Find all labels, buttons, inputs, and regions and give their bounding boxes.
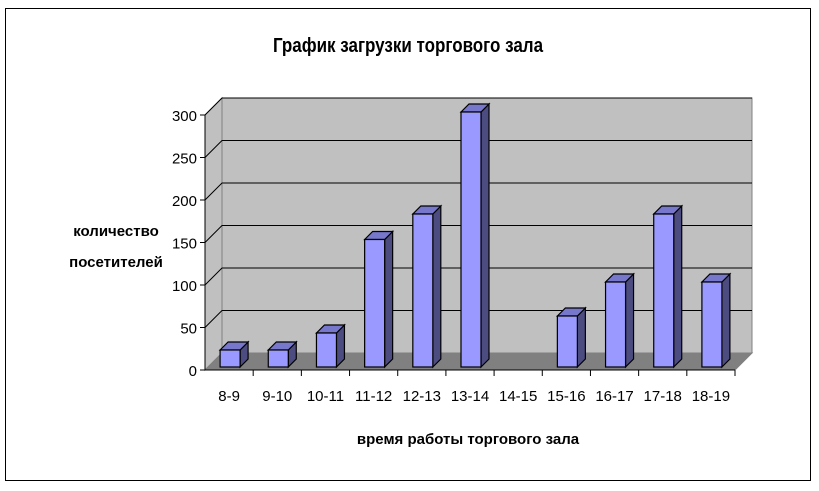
gridline [204,97,752,116]
x-axis-label: время работы торгового зала [357,431,580,448]
gridline [204,182,752,201]
x-tick-label: 16-17 [595,388,633,405]
bar-side [624,272,635,369]
bar [364,238,386,368]
x-tick-label: 11-12 [355,388,392,405]
bar-side [480,102,490,369]
chart-title: График загрузки торгового зала [273,34,544,57]
bar-side [721,272,731,369]
x-tick-label: 15-16 [547,388,585,405]
gridline [204,140,752,158]
bar [219,349,241,368]
x-tick-label: 10-11 [307,388,344,405]
x-tick-label: 12-13 [403,388,441,405]
y-tick-label: 200 [172,193,197,210]
gridline [204,267,752,286]
chart-area [5,8,811,481]
bar [412,213,434,368]
bar-side [576,306,586,369]
y-tick-label: 100 [172,278,197,295]
x-tick-label: 17-18 [644,388,682,405]
x-tick-label: 14-15 [499,388,537,405]
y-axis-label-line1: количество [73,223,159,240]
bar-side [432,204,442,369]
x-tick-label: 8-9 [218,388,240,405]
bar [315,332,338,368]
x-tick-label: 9-10 [262,388,292,405]
gridline [204,225,752,243]
y-tick-label: 300 [172,108,197,125]
y-tick-label: 250 [172,151,197,168]
y-tick-label: 0 [189,363,197,380]
bar [267,349,289,368]
bar [604,281,627,368]
bar [653,213,675,368]
y-tick-label: 50 [180,321,197,338]
x-tick-label: 18-19 [692,388,730,405]
bar [460,111,482,368]
x-tick-label: 13-14 [451,388,489,405]
y-axis-label-line2: посетителей [69,254,163,271]
bar [556,315,578,368]
bar [701,281,723,368]
y-tick-label: 150 [172,236,197,253]
bar-side [673,204,683,369]
bar-side [384,230,394,369]
